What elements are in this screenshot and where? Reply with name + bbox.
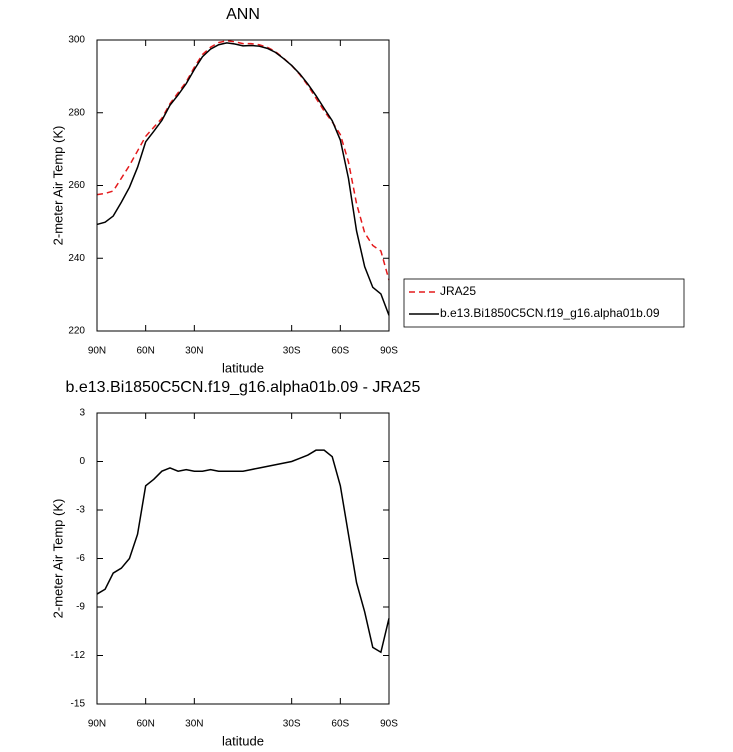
- chart-title: b.e13.Bi1850C5CN.f19_g16.alpha01b.09 - J…: [66, 379, 421, 396]
- x-axis-label: latitude: [222, 733, 264, 748]
- y-tick-label: 280: [68, 107, 85, 118]
- x-tick-label: 60S: [331, 719, 349, 730]
- y-axis-label: 2-meter Air Temp (K): [50, 126, 65, 246]
- x-tick-label: 60S: [331, 346, 349, 357]
- data-line: [96, 449, 390, 654]
- x-tick-label: 60N: [136, 346, 154, 357]
- y-tick-label: -6: [76, 553, 85, 564]
- x-tick-label: 90N: [88, 719, 106, 730]
- plot-frame: [96, 412, 390, 705]
- y-tick-label: -3: [76, 505, 85, 516]
- y-tick-label: 3: [79, 408, 85, 419]
- x-tick-label: 90S: [380, 346, 398, 357]
- x-tick-label: 60N: [136, 719, 154, 730]
- y-tick-label: -12: [71, 650, 86, 661]
- x-tick-label: 30N: [185, 346, 203, 357]
- x-tick-label: 30N: [185, 719, 203, 730]
- legend-label: JRA25: [440, 284, 476, 298]
- chart-title: ANN: [226, 6, 260, 23]
- x-tick-label: 30S: [283, 346, 301, 357]
- data-line: [96, 42, 390, 316]
- plot-frame: [96, 39, 390, 332]
- x-axis-label: latitude: [222, 360, 264, 375]
- y-tick-label: -15: [71, 699, 86, 710]
- y-tick-label: 300: [68, 35, 85, 46]
- y-tick-label: -9: [76, 602, 85, 613]
- x-tick-label: 30S: [283, 719, 301, 730]
- x-tick-label: 90S: [380, 719, 398, 730]
- y-tick-label: 0: [79, 456, 85, 467]
- y-tick-label: 260: [68, 180, 85, 191]
- legend-box: [403, 278, 685, 328]
- y-tick-label: 220: [68, 326, 85, 337]
- y-tick-label: 240: [68, 253, 85, 264]
- x-tick-label: 90N: [88, 346, 106, 357]
- y-axis-label: 2-meter Air Temp (K): [50, 499, 65, 619]
- legend-label: b.e13.Bi1850C5CN.f19_g16.alpha01b.09: [440, 306, 660, 320]
- data-line: [96, 39, 390, 281]
